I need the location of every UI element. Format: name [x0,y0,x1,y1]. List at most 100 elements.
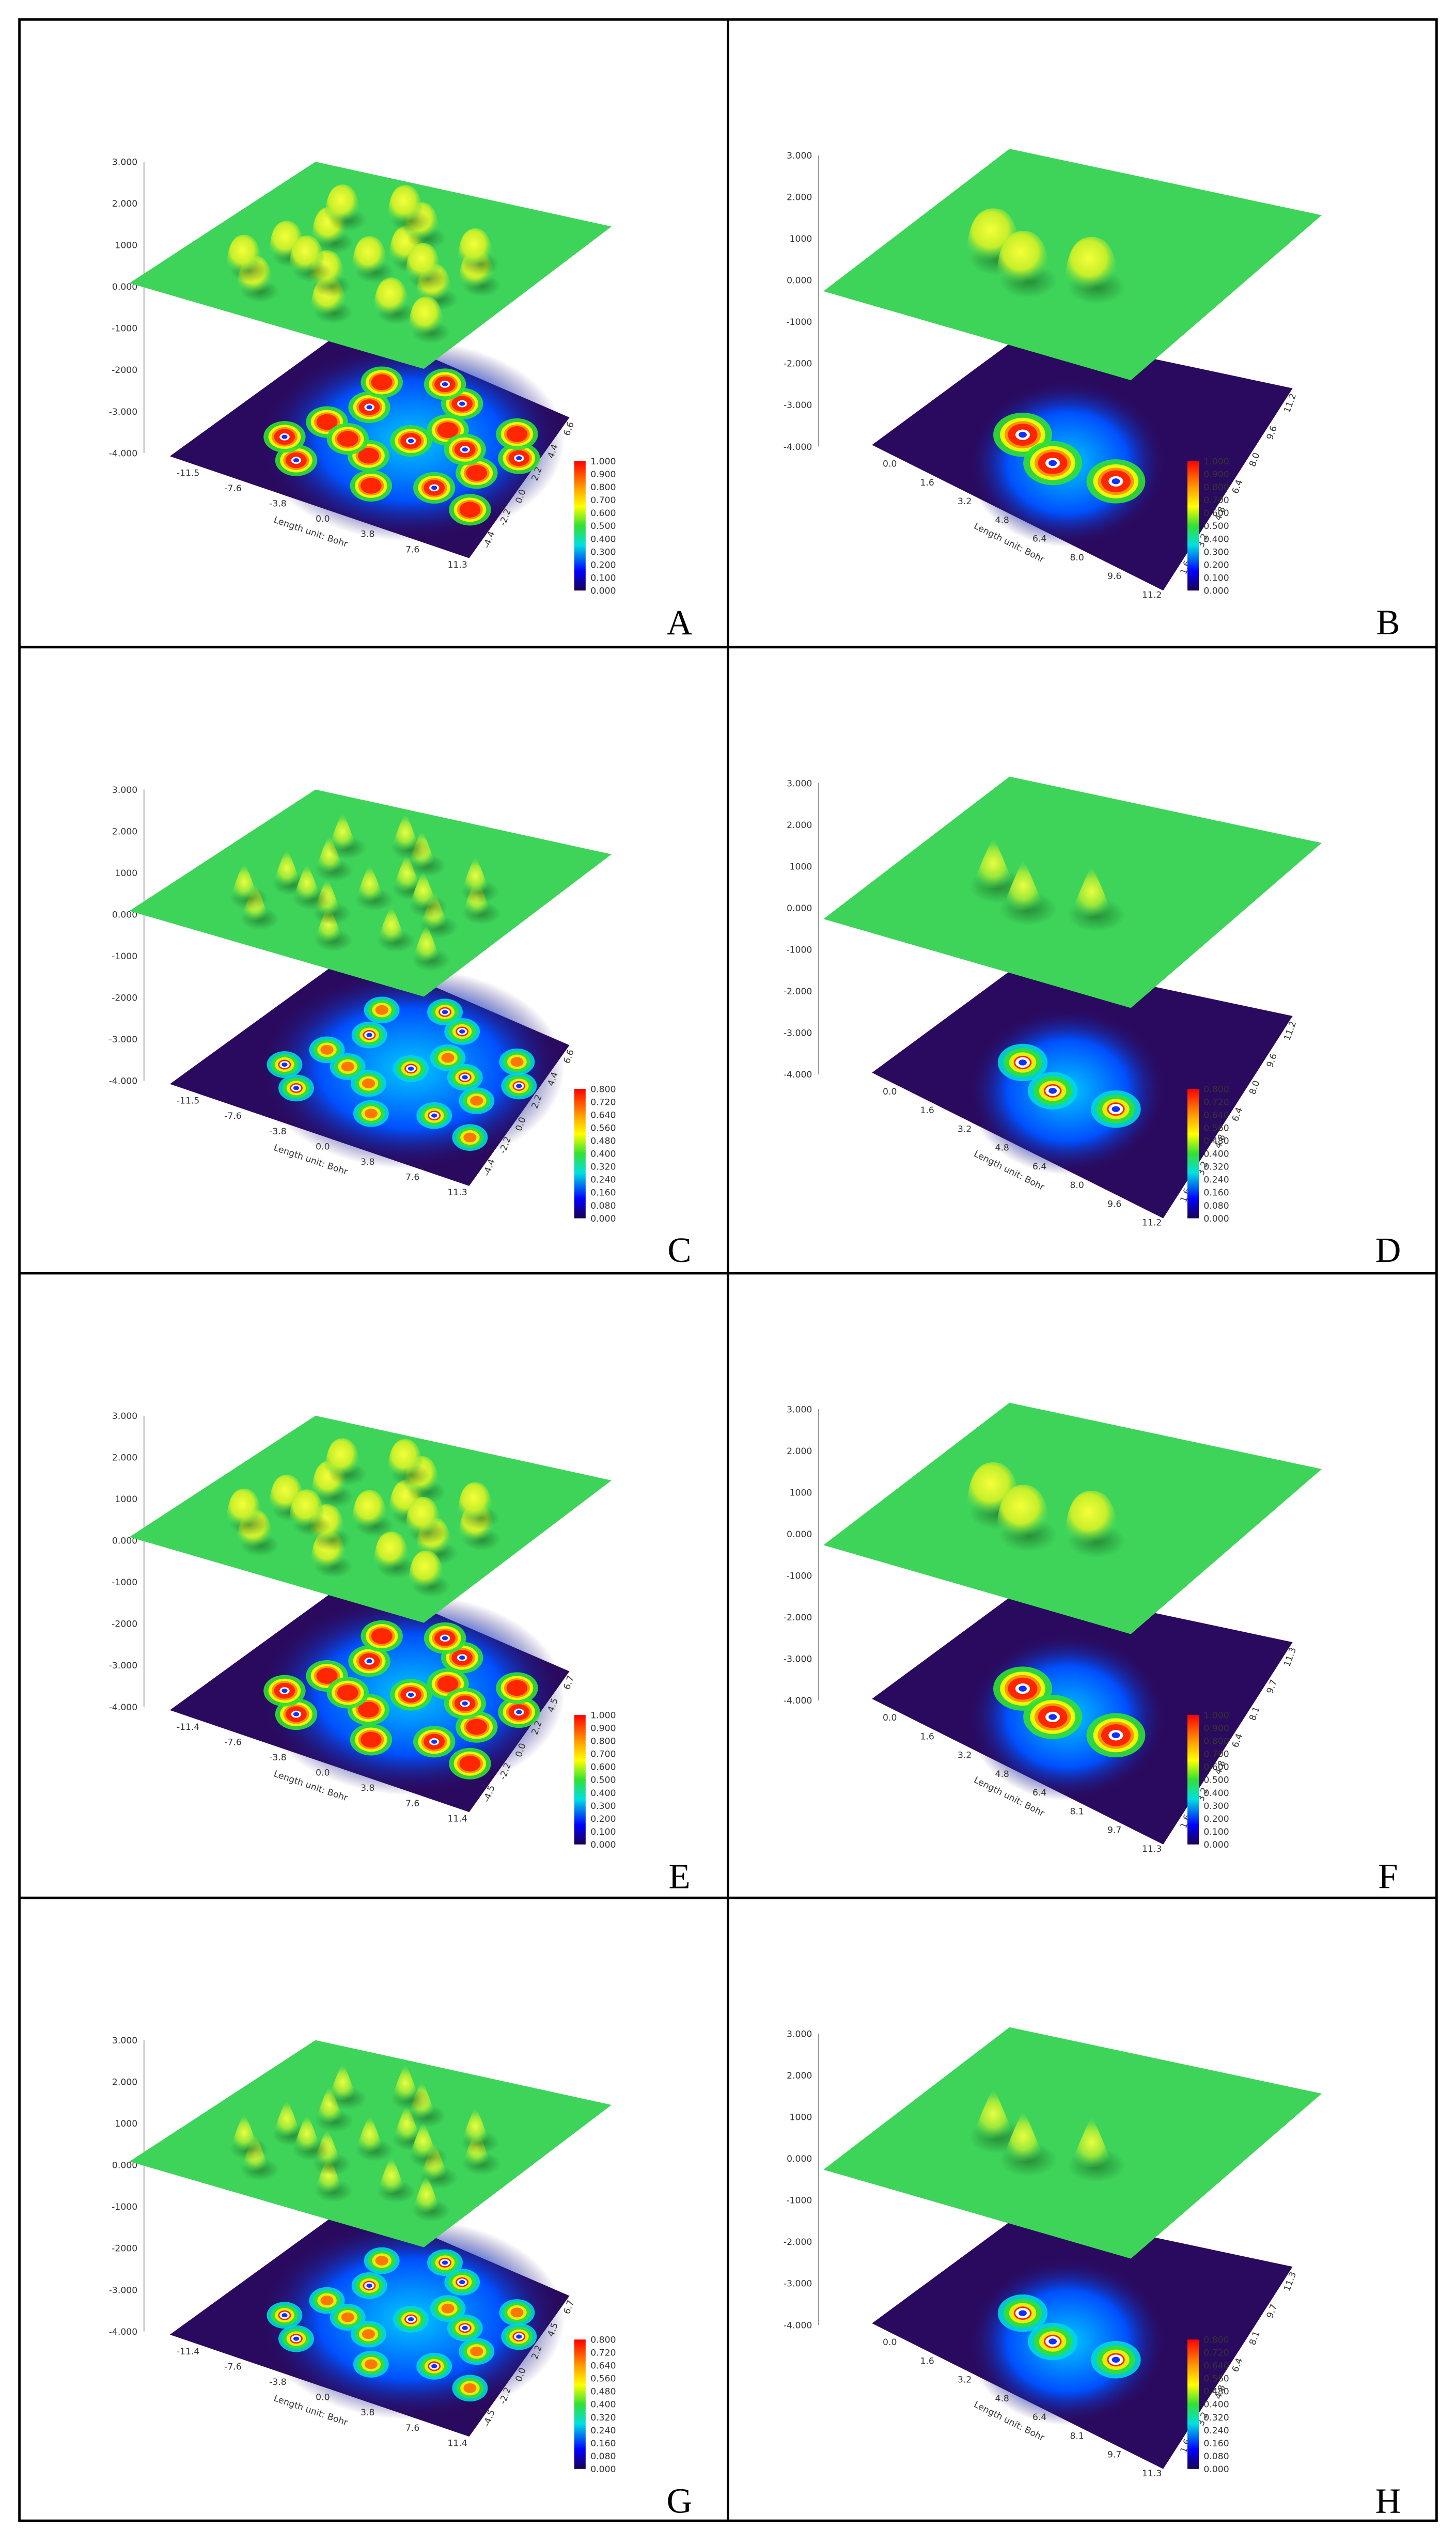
peak [461,857,490,894]
colorbar-tick-label: 0.080 [1203,2452,1229,2462]
colorbar-tick-label: 0.300 [590,547,616,557]
x-tick-label: -11.5 [177,468,200,478]
contour [437,1676,459,1692]
core [1048,1088,1057,1094]
colorbar-tick-label: 0.400 [1203,2400,1229,2410]
z-tick-label: 0.000 [787,903,812,914]
contour [361,1731,382,1748]
colorbar-tick-label: 0.900 [1203,470,1229,480]
contour [470,2346,483,2356]
x-tick-label: 7.6 [405,2423,419,2433]
colorbar-tick-label: 0.480 [590,2387,616,2397]
x-tick-label: 7.6 [405,1799,419,1809]
peak [408,296,444,336]
core [431,2364,437,2368]
colorbar-tick-label: 0.600 [1203,1762,1229,1773]
core [516,1710,522,1714]
x-tick-label: 3.2 [958,1751,972,1761]
contour [364,1108,378,1119]
z-tick-label: 0.000 [787,2154,812,2164]
peak [390,2065,420,2101]
contour [375,1005,388,1015]
peak [392,855,421,891]
colorbar-tick-label: 0.000 [590,2464,616,2475]
contour [510,1057,524,1067]
z-tick-label: 3.000 [787,778,812,789]
panel-label: E [668,1856,690,1896]
peak [377,907,406,943]
peak [292,2115,322,2151]
colorbar-tick-label: 0.800 [590,2335,616,2345]
core [281,1689,288,1693]
contour [437,422,459,438]
colorbar [574,1088,586,1219]
core [1019,1059,1027,1066]
colorbar-tick-label: 0.700 [1203,495,1229,506]
x-tick-label: 3.2 [958,1124,972,1134]
peak [971,838,1015,888]
peak [289,235,325,275]
core [459,1029,465,1034]
core [293,1712,300,1716]
x-tick-label: 0.0 [883,1713,897,1723]
colorbar-tick-label: 0.160 [590,1188,616,1198]
z-tick-label: 3.000 [112,2036,137,2046]
colorbar-tick-label: 0.200 [1203,560,1229,570]
z-tick-label: -2000 [112,993,137,1004]
x-tick-label: 8.1 [1070,2431,1084,2441]
core [408,2317,414,2322]
contour [337,431,358,447]
x-tick-label: 0.0 [316,2393,330,2403]
colorbar-tick-label: 1.000 [590,1710,616,1721]
z-tick-label: 2.000 [112,1453,137,1463]
colorbar-tick-label: 0.320 [1203,1162,1229,1173]
colorbar [1187,2339,1199,2469]
z-tick-label: 3.000 [787,151,812,161]
z-tick-label: -3.000 [784,1654,812,1665]
x-tick-label: 6.4 [1032,1788,1046,1798]
x-tick-label: -7.6 [224,1111,242,1121]
colorbar-tick-label: 1.000 [590,457,616,467]
z-tick-label: 0.000 [112,910,137,920]
x-tick-label: -11.4 [177,1722,200,1732]
contour [362,1079,375,1088]
x-tick-label: 11.3 [447,1188,467,1198]
z-tick-label: 0.000 [787,276,812,286]
z-tick-label: 2.000 [787,820,812,831]
z-tick-label: -3.000 [784,1028,812,1039]
z-tick-label: -3.000 [109,2285,138,2296]
colorbar-tick-label: 0.480 [1203,2387,1229,2397]
colorbar-tick-label: 0.700 [590,495,616,506]
z-tick-label: 1000 [790,2113,812,2123]
z-tick-label: -4.000 [784,1070,812,1080]
core [462,1701,468,1706]
colorbar-tick-label: 0.400 [1203,534,1229,544]
colorbar-tick-label: 0.240 [590,1175,616,1185]
colorbar-tick-label: 0.160 [590,2439,616,2449]
peak [355,2116,384,2152]
z-tick-label: 3.000 [112,1411,137,1422]
z-tick-label: 1000 [115,868,137,879]
colorbar-tick-label: 0.000 [1203,586,1229,597]
contour [506,426,528,442]
panel: 3.000 2.000 1000 0.000 -1000 -2000 -3.000 -4.00… [109,2036,693,2520]
contour [341,2312,354,2322]
core [1111,2356,1120,2363]
colorbar-tick-label: 0.640 [1203,2361,1229,2371]
z-tick-label: -2.000 [784,987,812,997]
colorbar-tick-label: 0.000 [590,586,616,597]
z-tick-label: 2.000 [787,1446,812,1457]
contour [361,478,382,494]
colorbar [1187,1088,1199,1219]
z-tick-label: 2.000 [787,2071,812,2081]
colorbar-tick-label: 0.480 [1203,1136,1229,1146]
z-tick-label: -4.000 [109,1076,138,1087]
z-tick-label: 1000 [115,2119,137,2129]
z-tick-label: -4.000 [109,2327,138,2337]
colorbar [1187,461,1199,591]
colorbar-tick-label: 0.300 [1203,547,1229,557]
peak [352,1490,388,1529]
colorbar-tick-label: 0.800 [1203,1084,1229,1095]
core [1111,478,1120,485]
